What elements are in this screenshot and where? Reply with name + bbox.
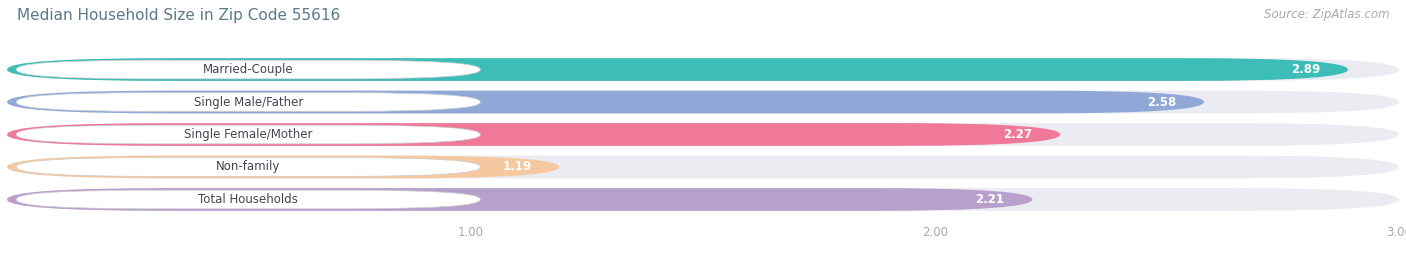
Text: 2.58: 2.58 <box>1147 95 1177 108</box>
FancyBboxPatch shape <box>7 155 1399 178</box>
FancyBboxPatch shape <box>7 91 1399 114</box>
FancyBboxPatch shape <box>7 58 1348 81</box>
FancyBboxPatch shape <box>7 58 1399 81</box>
Text: 2.27: 2.27 <box>1004 128 1032 141</box>
Text: Single Male/Father: Single Male/Father <box>194 95 302 108</box>
FancyBboxPatch shape <box>17 125 481 144</box>
FancyBboxPatch shape <box>7 123 1060 146</box>
FancyBboxPatch shape <box>7 123 1399 146</box>
Text: Total Households: Total Households <box>198 193 298 206</box>
FancyBboxPatch shape <box>17 190 481 209</box>
Text: Source: ZipAtlas.com: Source: ZipAtlas.com <box>1264 8 1389 21</box>
FancyBboxPatch shape <box>17 60 481 79</box>
FancyBboxPatch shape <box>7 188 1032 211</box>
FancyBboxPatch shape <box>7 91 1204 114</box>
Text: Married-Couple: Married-Couple <box>202 63 294 76</box>
FancyBboxPatch shape <box>17 158 481 176</box>
Text: 2.21: 2.21 <box>976 193 1004 206</box>
Text: 1.19: 1.19 <box>502 161 531 174</box>
Text: 2.89: 2.89 <box>1291 63 1320 76</box>
Text: Single Female/Mother: Single Female/Mother <box>184 128 312 141</box>
Text: Non-family: Non-family <box>217 161 280 174</box>
FancyBboxPatch shape <box>7 188 1399 211</box>
FancyBboxPatch shape <box>7 155 560 178</box>
FancyBboxPatch shape <box>17 93 481 111</box>
Text: Median Household Size in Zip Code 55616: Median Household Size in Zip Code 55616 <box>17 8 340 23</box>
